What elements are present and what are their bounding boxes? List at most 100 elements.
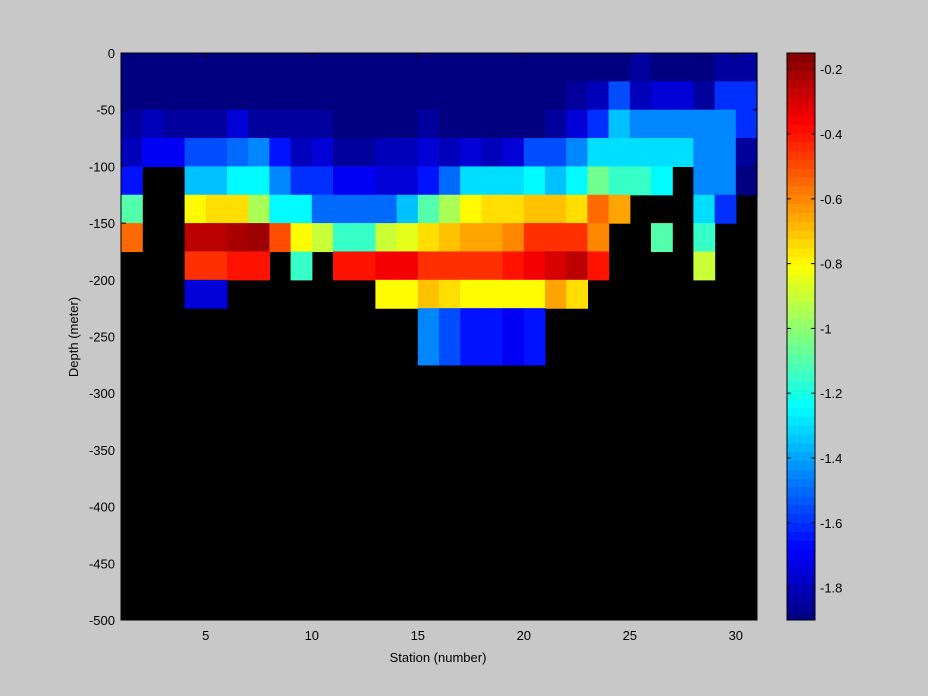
heatmap-cell	[121, 109, 143, 139]
heatmap-cell	[587, 81, 610, 111]
heatmap-cell	[375, 279, 398, 309]
heatmap-cell	[248, 53, 270, 82]
heatmap-cell	[523, 223, 546, 253]
heatmap-cell	[354, 166, 376, 196]
x-tick-label: 5	[202, 628, 209, 643]
heatmap-cell	[269, 109, 292, 139]
heatmap-cell	[460, 166, 482, 196]
y-tick-label: -100	[89, 159, 115, 174]
heatmap-cell	[354, 223, 376, 253]
x-tick-label: 30	[729, 628, 743, 643]
heatmap-cell	[629, 166, 652, 196]
heatmap-cell	[439, 81, 461, 111]
heatmap-cell	[672, 109, 694, 139]
colorbar-step	[787, 407, 815, 417]
colorbar-step	[787, 212, 815, 222]
y-tick-label: -500	[89, 613, 115, 628]
heatmap-cell	[417, 251, 440, 281]
heatmap-cell	[227, 194, 249, 224]
heatmap-cell	[545, 166, 567, 196]
heatmap-cell	[375, 251, 398, 281]
colorbar-step	[787, 531, 815, 541]
colorbar-step	[787, 371, 815, 382]
heatmap-cell	[375, 194, 398, 224]
heatmap-cell	[439, 166, 461, 196]
y-tick-label: -150	[89, 216, 115, 231]
colorbar-step	[787, 53, 815, 63]
heatmap-cell	[163, 81, 186, 111]
plot-area	[120, 52, 758, 621]
heatmap-cell	[566, 251, 588, 281]
heatmap-cell	[566, 138, 588, 167]
colorbar-ticks: -0.2 -0.4 -0.6 -0.8 -1 -1.2 -1.4 -1.6 -1.8	[787, 62, 842, 596]
heatmap-cell	[714, 53, 737, 82]
heatmap-cell	[735, 109, 758, 139]
heatmap-cell	[545, 194, 567, 224]
x-tick-label: 25	[623, 628, 637, 643]
heatmap-cell	[354, 251, 376, 281]
heatmap-cell	[354, 81, 376, 111]
colorbar-step	[787, 504, 815, 515]
heatmap-cell	[523, 194, 546, 224]
heatmap-cell	[439, 279, 461, 309]
heatmap-cell	[248, 109, 270, 139]
heatmap-cell	[205, 166, 228, 196]
colorbar-step	[787, 469, 815, 479]
heatmap-cell	[417, 109, 440, 139]
x-tick-label: 15	[411, 628, 425, 643]
colorbar-step	[787, 256, 815, 267]
heatmap-cell	[481, 109, 504, 139]
heatmap-cell	[121, 166, 143, 196]
heatmap-cell	[205, 194, 228, 224]
heatmap-cell	[227, 109, 249, 139]
heatmap-cell	[523, 279, 546, 309]
colorbar-step	[787, 478, 815, 488]
heatmap-cell	[248, 194, 270, 224]
heatmap-cell	[566, 81, 588, 111]
heatmap-cell	[417, 166, 440, 196]
heatmap-cell	[502, 166, 525, 196]
heatmap-cell	[417, 336, 440, 366]
heatmap-cell	[481, 336, 504, 366]
heatmap-cell	[693, 81, 716, 111]
colorbar-step	[787, 318, 815, 329]
heatmap-cell	[184, 138, 207, 167]
heatmap-cell	[523, 138, 546, 167]
heatmap-cell	[481, 308, 504, 338]
heatmap-cell	[629, 109, 652, 139]
heatmap-cell	[396, 53, 419, 82]
heatmap-cell	[566, 53, 588, 82]
heatmap-cell	[523, 308, 546, 338]
colorbar-step	[787, 566, 815, 577]
heatmap-cell	[714, 109, 737, 139]
colorbar-step	[787, 283, 815, 293]
heatmap-cell	[629, 53, 652, 82]
colorbar-step	[787, 354, 815, 364]
heatmap-cell	[333, 251, 355, 281]
colorbar-step	[787, 292, 815, 302]
heatmap-cell	[333, 81, 355, 111]
heatmap-cell	[184, 81, 207, 111]
heatmap-cell	[735, 166, 758, 196]
heatmap-cell	[460, 251, 482, 281]
heatmap-cell	[672, 81, 694, 111]
colorbar-step	[787, 602, 815, 612]
heatmap-cell	[502, 279, 525, 309]
heatmap-cell	[587, 138, 610, 167]
y-tick-label: 0	[108, 46, 115, 61]
heatmap-cell	[375, 81, 398, 111]
colorbar-tick-label: -0.4	[820, 127, 842, 142]
heatmap-cell	[121, 194, 143, 224]
heatmap-cell	[205, 279, 228, 309]
heatmap-cell	[651, 53, 673, 82]
heatmap-cell	[502, 138, 525, 167]
colorbar-step	[787, 194, 815, 205]
colorbar-tick-label: -0.2	[820, 62, 842, 77]
heatmap-cell	[460, 223, 482, 253]
heatmap-cell	[142, 138, 164, 167]
heatmap-cell	[460, 109, 482, 139]
heatmap-cell	[121, 53, 143, 82]
heatmap-cell	[714, 81, 737, 111]
colorbar-step	[787, 159, 815, 169]
y-axis: 0 -50 -100 -150 -200 -250 -300 -350 -400 -450 -500	[89, 46, 757, 628]
